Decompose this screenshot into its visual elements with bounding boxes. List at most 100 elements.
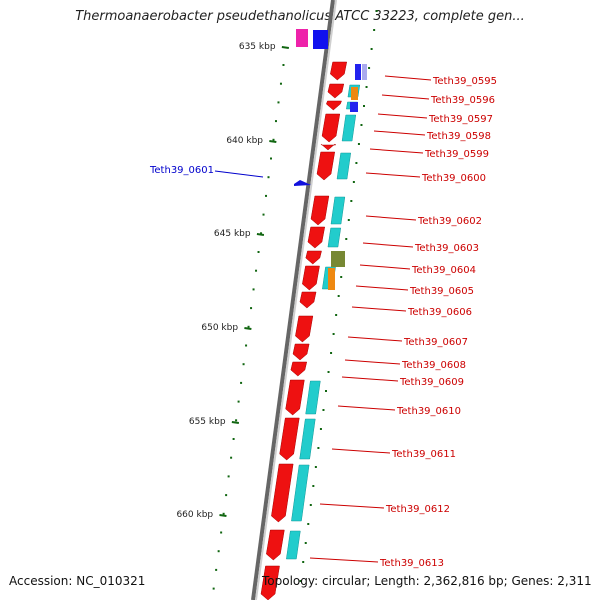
track-dot	[322, 409, 325, 411]
gene-label[interactable]: Teth39_0603	[414, 243, 479, 254]
kbp-tick	[219, 514, 227, 517]
gene-label[interactable]: Teth39_0612	[385, 504, 450, 515]
gene-arrow	[260, 565, 280, 600]
track-dot	[317, 447, 320, 449]
track-dot	[345, 238, 348, 240]
track-dot	[330, 352, 333, 354]
kbp-minor-tick	[252, 288, 255, 291]
track-dot	[363, 105, 365, 107]
gene-block	[296, 29, 308, 47]
kbp-minor-tick	[247, 325, 250, 328]
track-dot	[319, 428, 322, 430]
track-dot	[340, 276, 343, 278]
track-dot	[373, 29, 376, 31]
gene-arrow	[279, 417, 300, 461]
gene-label-line	[351, 306, 407, 312]
kbp-minor-tick	[217, 550, 220, 553]
gene-label[interactable]: Teth39_0608	[401, 360, 466, 371]
track-dot	[325, 390, 327, 392]
cog-block-blue	[350, 102, 358, 112]
gene-arrow	[326, 100, 342, 111]
track-dot	[375, 10, 378, 12]
kbp-tick	[256, 233, 265, 236]
track-dot	[357, 143, 360, 145]
gene-arrow	[285, 379, 305, 416]
kbp-minor-tick	[230, 456, 233, 459]
gene-label[interactable]: Teth39_0611	[391, 449, 456, 460]
reverse-gene-arrow	[294, 180, 311, 186]
gene-label-line	[347, 336, 403, 342]
kbp-tick-label: 650 kbp	[201, 323, 238, 333]
gene-label[interactable]: Teth39_0609	[399, 377, 464, 388]
kbp-minor-tick	[220, 531, 223, 534]
track-dot	[368, 67, 371, 69]
cog-block	[299, 418, 316, 460]
gene-label[interactable]: Teth39_0605	[409, 286, 474, 297]
left-gene-label[interactable]: Teth39_0601	[149, 165, 214, 176]
gene-arrow	[316, 151, 336, 181]
kbp-tick	[231, 421, 240, 424]
cog-block-lavender	[362, 64, 367, 80]
gene-label[interactable]: Teth39_0607	[403, 337, 468, 348]
gene-label[interactable]: Teth39_0596	[430, 95, 495, 106]
gene-arrow	[320, 143, 337, 151]
chromosome-backbone	[251, 0, 335, 600]
gene-label-line	[384, 75, 432, 81]
accession-label: Accession: NC_010321	[9, 574, 146, 588]
track-dot	[304, 542, 307, 544]
kbp-minor-tick	[262, 213, 265, 216]
kbp-minor-tick	[257, 251, 260, 253]
track-dot	[360, 124, 363, 126]
track-dot	[337, 295, 340, 297]
track-dot	[352, 181, 355, 183]
kbp-minor-tick	[277, 101, 280, 104]
gene-label[interactable]: Teth39_0595	[432, 76, 497, 87]
gene-label[interactable]: Teth39_0597	[428, 114, 493, 125]
kbp-minor-tick	[265, 194, 268, 197]
gene-label-line	[355, 285, 409, 291]
cog-block	[341, 114, 357, 142]
gene-label-line	[319, 503, 385, 509]
kbp-tick-label: 645 kbp	[214, 229, 251, 239]
gene-label[interactable]: Teth39_0610	[396, 406, 461, 417]
kbp-minor-tick	[250, 307, 253, 310]
gene-label[interactable]: Teth39_0604	[411, 265, 476, 276]
kbp-minor-tick	[237, 400, 240, 403]
gene-label[interactable]: Teth39_0599	[424, 149, 489, 160]
track-dot	[370, 48, 373, 50]
gene-label[interactable]: Teth39_0613	[379, 558, 444, 569]
kbp-minor-tick	[222, 512, 225, 515]
gene-arrow	[305, 250, 322, 265]
gene-label[interactable]: Teth39_0602	[417, 216, 482, 227]
gene-label-line	[365, 172, 421, 178]
gene-label[interactable]: Teth39_0600	[421, 173, 486, 184]
topology-label: Topology: circular; Length: 2,362,816 bp…	[262, 574, 592, 588]
kbp-minor-tick	[282, 64, 285, 66]
kbp-tick-label: 655 kbp	[189, 417, 226, 427]
gene-label-line	[365, 215, 417, 221]
cog-block-orange	[351, 87, 358, 100]
track-dot	[312, 485, 315, 487]
gene-arrow	[266, 529, 285, 561]
track-dot	[355, 162, 358, 164]
chromosome-backbone-highlight	[255, 0, 337, 600]
gene-label-line	[377, 113, 428, 119]
gene-arrow	[271, 463, 294, 523]
gene-label-line	[344, 359, 401, 365]
gene-label[interactable]: Teth39_0598	[426, 131, 491, 142]
gene-arrow	[307, 226, 326, 249]
kbp-minor-tick	[242, 363, 245, 366]
track-dot	[350, 200, 353, 202]
kbp-minor-tick	[279, 82, 282, 85]
gene-label-line	[337, 405, 396, 411]
cog-block-blue	[355, 64, 361, 80]
gene-label-line	[309, 557, 379, 563]
cog-block-orange	[328, 268, 335, 290]
kbp-minor-tick	[270, 157, 272, 160]
track-dot	[314, 466, 317, 468]
gene-arrow	[290, 361, 308, 377]
gene-arrow	[310, 195, 330, 226]
gene-label[interactable]: Teth39_0606	[407, 307, 472, 318]
